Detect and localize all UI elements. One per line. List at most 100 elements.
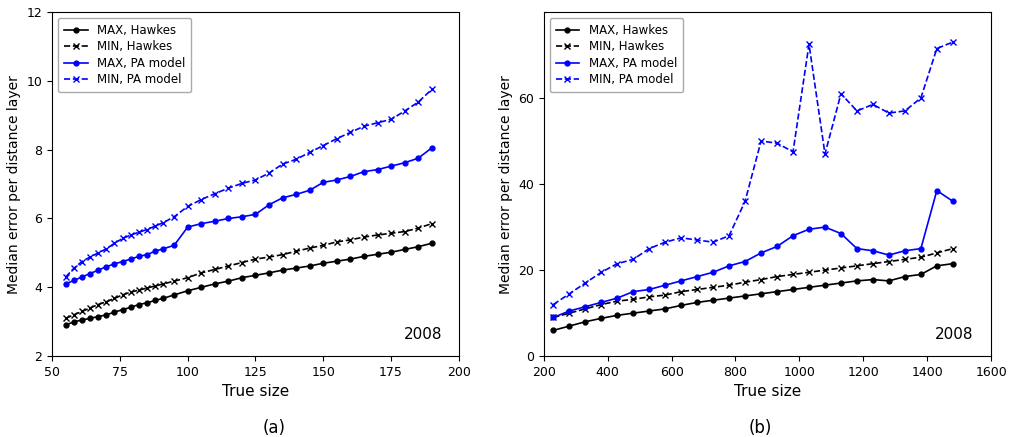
MAX, Hawkes [915,272,927,277]
MAX, Hawkes [883,278,895,284]
MAX, Hawkes [125,305,137,310]
MAX, Hawkes [707,298,719,303]
MIN, PA model [931,46,943,51]
MAX, Hawkes [222,278,234,284]
MAX, PA model [399,160,411,165]
MAX, Hawkes [168,292,180,298]
MIN, Hawkes [739,280,751,285]
MIN, PA model [209,191,221,196]
MAX, Hawkes [659,306,671,312]
MAX, Hawkes [563,323,575,329]
MAX, Hawkes [611,313,624,318]
MIN, PA model [133,229,145,235]
MIN, PA model [947,39,959,45]
MAX, Hawkes [60,323,72,328]
MIN, Hawkes [141,285,153,291]
MIN, Hawkes [371,232,383,238]
MIN, PA model [76,259,88,264]
MAX, PA model [76,274,88,280]
MIN, Hawkes [236,260,248,265]
MIN, PA model [149,223,161,229]
MIN, Hawkes [195,270,207,275]
MAX, PA model [659,283,671,288]
MAX, PA model [898,248,911,253]
MAX, Hawkes [290,265,302,271]
Line: MAX, PA model: MAX, PA model [551,188,955,320]
MAX, PA model [787,233,799,238]
MIN, Hawkes [290,249,302,254]
MIN, PA model [787,149,799,154]
MIN, Hawkes [835,265,847,271]
MIN, PA model [141,227,153,232]
MAX, Hawkes [931,263,943,268]
MAX, Hawkes [157,296,169,301]
MAX, PA model [84,271,96,276]
X-axis label: True size: True size [222,385,289,399]
MIN, PA model [611,261,624,266]
MAX, Hawkes [331,259,343,264]
MIN, Hawkes [157,281,169,287]
Line: MAX, Hawkes: MAX, Hawkes [551,261,955,333]
MIN, Hawkes [851,263,863,268]
MAX, PA model [108,261,121,267]
MIN, PA model [236,181,248,186]
MAX, Hawkes [317,260,330,266]
MIN, PA model [277,162,289,167]
MIN, Hawkes [84,305,96,311]
MAX, Hawkes [76,317,88,323]
MAX, Hawkes [358,254,370,259]
MAX, PA model [867,248,879,253]
MIN, PA model [84,254,96,260]
MAX, Hawkes [195,285,207,290]
MIN, PA model [249,177,262,183]
MIN, Hawkes [819,267,831,273]
Text: 2008: 2008 [405,327,442,343]
MAX, Hawkes [548,328,560,333]
Legend: MAX, Hawkes, MIN, Hawkes, MAX, PA model, MIN, PA model: MAX, Hawkes, MIN, Hawkes, MAX, PA model,… [58,18,192,92]
MIN, Hawkes [108,296,121,301]
MAX, PA model [723,263,735,268]
MAX, Hawkes [68,319,80,324]
MIN, Hawkes [426,221,438,226]
MIN, Hawkes [771,274,783,279]
MAX, PA model [371,167,383,172]
MAX, Hawkes [627,311,639,316]
MAX, Hawkes [835,281,847,286]
MIN, Hawkes [412,225,424,231]
MAX, Hawkes [182,288,194,293]
MIN, PA model [331,136,343,141]
MAX, Hawkes [426,241,438,246]
MIN, PA model [100,246,113,251]
MIN, Hawkes [898,257,911,262]
MIN, Hawkes [317,243,330,248]
MAX, PA model [209,218,221,224]
MAX, Hawkes [100,312,113,318]
MAX, PA model [263,202,275,207]
MAX, PA model [222,216,234,221]
MAX, Hawkes [303,264,315,269]
MIN, Hawkes [548,315,560,320]
MIN, PA model [563,291,575,296]
MIN, PA model [819,151,831,156]
MAX, PA model [141,252,153,257]
MAX, Hawkes [385,250,397,255]
MAX, PA model [100,264,113,269]
MIN, Hawkes [209,267,221,272]
MAX, PA model [595,300,607,305]
MIN, Hawkes [659,292,671,298]
MIN, Hawkes [149,283,161,288]
MIN, Hawkes [643,294,655,299]
Y-axis label: Median error per distance layer: Median error per distance layer [499,75,513,294]
MIN, PA model [195,197,207,202]
MAX, PA model [303,187,315,193]
MAX, PA model [249,212,262,217]
MAX, PA model [739,259,751,264]
MAX, PA model [426,145,438,150]
MIN, PA model [263,170,275,176]
MIN, PA model [125,232,137,238]
MIN, PA model [303,150,315,155]
MAX, PA model [236,214,248,219]
MAX, PA model [579,304,591,309]
MAX, PA model [755,250,768,256]
MIN, Hawkes [263,254,275,260]
